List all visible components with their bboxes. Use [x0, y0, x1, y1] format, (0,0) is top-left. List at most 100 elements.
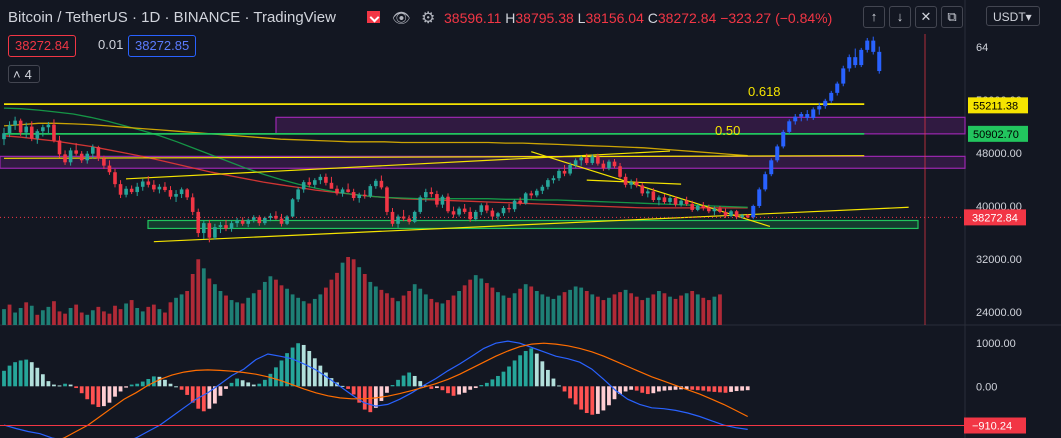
volume-bar — [346, 257, 350, 325]
projection-candle — [805, 110, 810, 121]
volume-bar — [640, 300, 645, 325]
volume-bar — [7, 304, 12, 325]
candle-body — [401, 216, 406, 219]
eye-icon[interactable]: 👁 — [392, 10, 412, 27]
projection-candle — [859, 47, 864, 68]
candle-body — [729, 211, 733, 216]
candle — [695, 203, 700, 212]
volume-bar — [468, 279, 473, 325]
macd-histogram-bar — [701, 386, 706, 391]
ask-price[interactable]: 38272.85 — [128, 35, 197, 57]
candle — [496, 211, 500, 220]
candle — [662, 194, 667, 204]
candle-body — [668, 198, 672, 202]
candle-body — [107, 165, 112, 173]
candle-body — [224, 225, 228, 229]
candle — [623, 173, 628, 188]
last-price-label: 38272.84 — [972, 212, 1018, 224]
volume-bar — [301, 301, 306, 325]
macd-histogram-bar — [518, 355, 523, 387]
indicator-toggle[interactable]: ˄ 4 — [8, 65, 40, 83]
candle-body — [129, 188, 134, 193]
macd-histogram-bar — [401, 375, 406, 387]
candle — [13, 116, 17, 130]
ohlc-readout: 38596.11 H38795.38 L38156.04 C38272.84 −… — [444, 10, 832, 26]
volume-bar — [718, 294, 722, 325]
level-label-1: 50902.70 — [973, 129, 1019, 141]
macd-histogram-bar — [723, 386, 728, 393]
restore-button[interactable]: ⧉ — [941, 6, 963, 28]
macd-histogram-bar — [529, 348, 534, 387]
scroll-down-button[interactable]: ↓ — [889, 6, 911, 28]
gear-icon[interactable]: ⚙ — [421, 10, 436, 27]
candle — [213, 223, 217, 240]
candle-body — [485, 205, 489, 211]
candle — [329, 176, 334, 189]
moving-average-1 — [3, 107, 748, 208]
volume-bar — [312, 298, 317, 325]
candle-body — [46, 124, 51, 128]
flag-icon[interactable] — [367, 11, 380, 23]
macd-histogram-bar — [557, 385, 561, 387]
candle-body — [96, 147, 101, 159]
macd-histogram-bar — [412, 375, 417, 387]
volume-bar — [473, 275, 478, 325]
volume-bar — [29, 305, 34, 325]
volume-bar — [129, 300, 134, 325]
volume-bar — [462, 285, 467, 325]
candle-body — [57, 140, 62, 155]
bid-price[interactable]: 38272.84 — [8, 35, 77, 57]
volume-bar — [435, 302, 439, 325]
volume-bar — [318, 294, 323, 325]
low-label: L — [577, 10, 586, 26]
volume-bar — [351, 259, 356, 325]
candle — [379, 175, 384, 190]
candle — [412, 210, 417, 224]
candle — [168, 186, 173, 200]
projection-body — [811, 109, 816, 118]
candle-body — [329, 182, 334, 189]
macd-histogram-bar — [568, 386, 572, 399]
macd-histogram-bar — [301, 344, 306, 387]
projection-body — [871, 40, 876, 52]
candle-body — [113, 172, 117, 185]
candle-body — [446, 196, 450, 212]
candle — [135, 182, 139, 197]
candle-body — [540, 186, 545, 191]
candle — [723, 208, 728, 218]
candle — [568, 162, 572, 176]
macd-histogram-bar — [612, 386, 617, 400]
volume-bar — [257, 289, 262, 325]
macd-histogram-bar — [673, 386, 678, 390]
macd-histogram-bar — [607, 386, 611, 406]
candle — [152, 180, 156, 193]
candle-body — [285, 216, 289, 224]
candle — [368, 184, 373, 199]
candle — [590, 154, 595, 165]
volume-bar — [368, 281, 373, 325]
macd-histogram-bar — [35, 367, 40, 387]
candle-body — [340, 189, 345, 194]
macd-histogram-bar — [140, 381, 145, 387]
macd-histogram-bar — [229, 382, 234, 387]
macd-tick-label: 0.00 — [976, 381, 997, 393]
candle-body — [163, 186, 167, 191]
symbol-title[interactable]: Bitcoin / TetherUS · 1D · BINANCE · Trad… — [8, 9, 336, 26]
close-button[interactable]: ✕ — [915, 6, 937, 28]
candle — [107, 160, 112, 175]
candle — [507, 203, 511, 213]
volume-bar — [174, 297, 178, 325]
candle — [124, 186, 128, 198]
currency-select[interactable]: USDT▾ — [986, 6, 1040, 26]
candle — [718, 205, 722, 214]
macd-line — [3, 340, 748, 438]
scroll-up-button[interactable]: ↑ — [863, 6, 885, 28]
macd-histogram-bar — [268, 373, 273, 387]
candle — [246, 218, 250, 228]
candle-body — [634, 182, 639, 186]
candle — [523, 192, 528, 205]
trendline-1 — [126, 150, 671, 180]
last-price-box — [964, 209, 1026, 226]
candle-body — [235, 220, 239, 224]
